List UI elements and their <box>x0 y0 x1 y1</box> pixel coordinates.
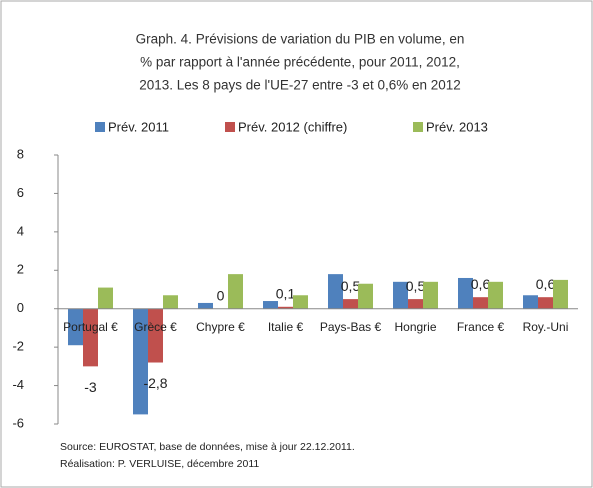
value-label: 0,5 <box>406 278 426 294</box>
y-tick-label: -4 <box>12 377 24 392</box>
y-tick-label: 0 <box>17 300 24 315</box>
bar <box>488 281 503 309</box>
chart-title: Graph. 4. Prévisions de variation du PIB… <box>136 32 465 47</box>
value-label: 0,1 <box>276 285 296 301</box>
bar <box>473 297 488 309</box>
value-label: 0,6 <box>471 276 491 292</box>
source-note: Source: EUROSTAT, base de données, mise … <box>60 441 355 453</box>
legend-swatch <box>95 122 105 132</box>
legend-swatch <box>413 122 423 132</box>
x-tick-label: Pays-Bas € <box>320 320 382 334</box>
bar <box>423 281 438 309</box>
value-label: -3 <box>84 379 97 395</box>
value-label: -2,8 <box>143 375 167 391</box>
bar <box>133 308 148 415</box>
bar <box>343 299 358 309</box>
bar <box>198 302 213 309</box>
x-tick-label: Roy.-Uni <box>523 320 569 334</box>
chart-title: % par rapport à l'année précédente, pour… <box>140 55 460 70</box>
value-label: 0 <box>217 287 225 303</box>
x-tick-label: Portugal € <box>63 320 118 334</box>
source-note: Réalisation: P. VERLUISE, décembre 2011 <box>60 458 259 470</box>
x-tick-label: Italie € <box>268 320 304 334</box>
bar <box>393 281 408 309</box>
x-tick-label: Hongrie <box>394 320 436 334</box>
x-tick-label: Chypre € <box>196 320 245 334</box>
bar <box>263 301 278 309</box>
value-label: 0,5 <box>341 278 361 294</box>
legend-label: Prév. 2013 <box>426 119 488 134</box>
value-label: 0,6 <box>536 276 556 292</box>
y-tick-label: 8 <box>17 146 24 161</box>
x-tick-label: Grèce € <box>134 320 177 334</box>
chart-title: 2013. Les 8 pays de l'UE-27 entre -3 et … <box>139 78 461 93</box>
bar <box>328 274 343 309</box>
bar <box>358 283 373 309</box>
bar <box>228 274 243 309</box>
bar <box>538 297 553 309</box>
x-tick-label: France € <box>457 320 505 334</box>
bar <box>523 295 538 309</box>
bar <box>148 308 163 363</box>
bar <box>408 299 423 309</box>
bar <box>553 279 568 309</box>
legend-label: Prév. 2012 (chiffre) <box>238 119 347 134</box>
bar <box>163 295 178 309</box>
bar <box>278 306 293 309</box>
bar <box>83 308 98 367</box>
y-tick-label: 4 <box>17 223 24 238</box>
bar <box>293 295 308 309</box>
y-tick-label: -2 <box>12 339 24 354</box>
y-tick-label: -6 <box>12 415 24 430</box>
legend-label: Prév. 2011 <box>108 119 169 134</box>
legend-swatch <box>225 122 235 132</box>
bar <box>458 277 473 309</box>
bar <box>98 287 113 309</box>
y-tick-label: 6 <box>17 185 24 200</box>
y-tick-label: 2 <box>17 262 24 277</box>
bar <box>68 308 83 346</box>
